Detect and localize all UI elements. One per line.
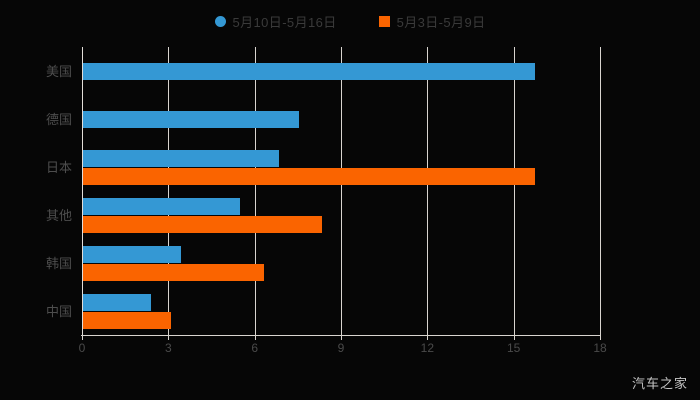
chart-row: 其他 [46,191,600,239]
chart-legend: 5月10日-5月16日 5月3日-5月9日 [0,8,700,34]
y-axis-line [82,47,83,335]
gridline [341,47,342,335]
bar[interactable] [83,311,171,329]
y-axis-category-label: 中国 [45,304,72,319]
chart-row: 中国 [46,287,600,335]
chart-row: 韩国 [46,239,600,287]
x-axis-tick-label: 3 [164,341,172,355]
y-axis-category-label: 德国 [45,112,72,127]
x-axis-tick [82,335,83,340]
x-axis-tick [168,335,170,340]
x-axis-tick-label: 15 [506,341,521,355]
x-axis-line [81,335,600,336]
legend-item[interactable]: 5月10日-5月16日 [214,12,337,31]
chart-row: 日本 [46,143,600,191]
gridline [513,47,515,335]
x-axis-tick-label: 18 [593,341,607,355]
bar[interactable] [83,245,181,263]
watermark: 汽车之家 [631,376,688,391]
x-axis-tick [341,335,342,340]
bar[interactable] [83,263,265,281]
gridline [427,47,429,335]
x-axis-tick-label: 0 [78,341,86,355]
bar[interactable] [83,62,535,80]
gridline [168,47,170,335]
x-axis-tick [427,335,429,340]
bar[interactable] [83,215,322,233]
gridline [600,47,601,335]
legend-item-label: 5月10日-5月16日 [232,14,337,30]
circle-marker-icon [214,15,226,27]
y-axis-category-label: 美国 [45,64,72,79]
x-axis-tick-label: 9 [337,341,345,355]
bar[interactable] [83,197,240,215]
x-axis-tick-label: 6 [251,341,258,355]
x-axis-tick [513,335,515,340]
y-axis-category-label: 韩国 [45,256,72,271]
bar[interactable] [83,293,151,311]
legend-item[interactable]: 5月3日-5月9日 [378,12,486,31]
x-axis-tick [600,335,601,340]
x-axis-tick [254,335,256,340]
chart-row: 德国 [46,95,600,143]
bar[interactable] [83,110,299,128]
bar[interactable] [83,167,535,185]
bar[interactable] [83,149,279,167]
gridline [254,47,256,335]
chart-row: 美国 [46,47,600,95]
square-marker-icon [378,15,390,27]
y-axis-category-label: 其他 [45,208,72,223]
legend-item-label: 5月3日-5月9日 [396,14,486,30]
x-axis-tick-label: 12 [420,341,435,355]
plot-area: 0 3 6 9 12 15 18 美国德国日本其他韩国中国 [46,47,607,355]
y-axis-category-label: 日本 [45,160,72,175]
